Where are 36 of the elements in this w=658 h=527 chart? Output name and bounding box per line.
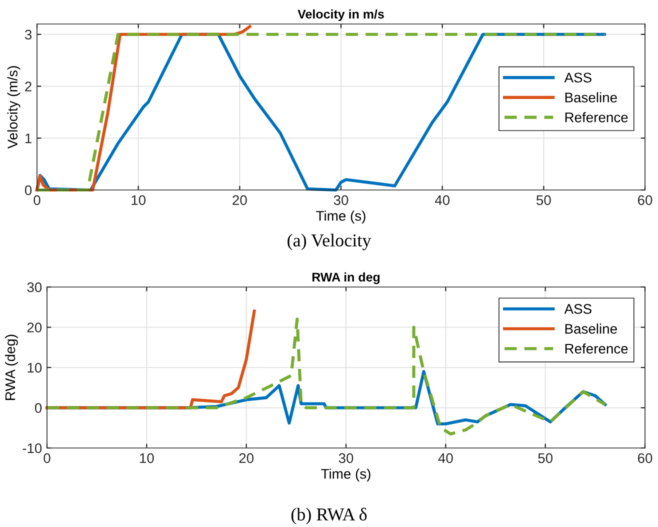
y-tick-label: 0 xyxy=(24,185,32,196)
y-axis-title: Velocity (m/s) xyxy=(7,66,20,149)
x-tick-label: 20 xyxy=(232,195,247,206)
x-tick-label: 60 xyxy=(638,453,652,464)
x-tick-label: 40 xyxy=(434,195,450,206)
legend-label: ASS xyxy=(564,304,592,314)
legend-label: Baseline xyxy=(565,92,617,102)
x-tick-label: 20 xyxy=(239,453,254,464)
x-tick-label: 10 xyxy=(132,195,146,206)
y-tick-label: -10 xyxy=(22,443,42,454)
chart-title: Velocity in m/s xyxy=(298,9,384,22)
text: (a) Velocity xyxy=(288,234,372,250)
x-tick-label: 10 xyxy=(140,453,154,464)
text: (b) RWA δ xyxy=(291,508,367,524)
x-tick-label: 50 xyxy=(536,195,551,206)
x-tick-label: 30 xyxy=(334,195,348,206)
x-tick-label: 50 xyxy=(538,453,553,464)
legend-label: Reference xyxy=(565,343,628,354)
y-tick-label: 2 xyxy=(25,82,32,92)
y-axis-title: RWA (deg) xyxy=(4,334,18,400)
legend-label: Baseline xyxy=(565,324,617,334)
x-axis-title: Time (s) xyxy=(321,468,370,482)
legend-label: Reference xyxy=(565,112,628,122)
x-axis-title: Time (s) xyxy=(316,210,366,224)
chart-title: RWA in deg xyxy=(312,272,380,284)
x-tick-label: 60 xyxy=(638,195,652,206)
y-tick-label: 10 xyxy=(28,362,42,373)
legend-label: ASS xyxy=(564,72,592,83)
y-tick-label: 20 xyxy=(27,322,42,332)
y-tick-label: 1 xyxy=(25,134,32,144)
y-tick-label: 30 xyxy=(27,282,42,292)
x-tick-label: 40 xyxy=(438,453,453,464)
x-tick-label: 30 xyxy=(338,453,354,464)
x-tick-label: 0 xyxy=(44,453,50,464)
y-tick-label: 0 xyxy=(34,403,42,413)
y-tick-label: 3 xyxy=(24,30,32,40)
